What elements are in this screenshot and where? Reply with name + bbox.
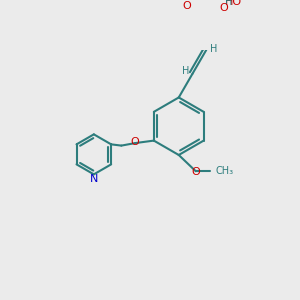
Text: H: H bbox=[182, 66, 189, 76]
Text: N: N bbox=[90, 174, 98, 184]
Text: CH₃: CH₃ bbox=[216, 166, 234, 176]
Text: H: H bbox=[225, 0, 232, 7]
Text: O: O bbox=[131, 137, 140, 147]
Text: HO: HO bbox=[225, 0, 242, 7]
Text: O: O bbox=[219, 3, 228, 13]
Text: O: O bbox=[183, 1, 191, 11]
Text: O: O bbox=[191, 167, 200, 177]
Text: H: H bbox=[210, 44, 218, 54]
